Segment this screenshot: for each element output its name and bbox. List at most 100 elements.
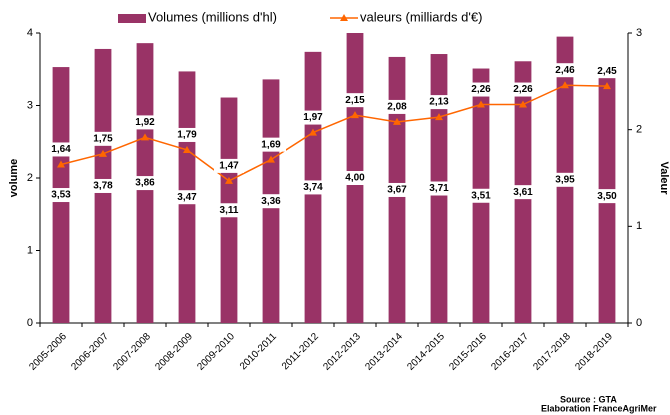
label-box <box>172 190 202 205</box>
y2-tick-label: 3 <box>636 27 642 39</box>
line-marker <box>393 117 401 125</box>
line-marker <box>435 113 443 121</box>
line-marker <box>561 81 569 89</box>
x-tick-label: 2010-2011 <box>238 331 279 372</box>
line-marker <box>57 160 65 168</box>
data-label: 3,51 <box>471 190 491 201</box>
x-tick-label: 2012-2013 <box>321 331 363 373</box>
x-tick-label: 2014-2015 <box>405 331 447 373</box>
data-label: 3,95 <box>555 174 575 185</box>
data-label: 3,50 <box>597 191 617 202</box>
label-box <box>592 64 622 79</box>
y2-axis-label: Valeur <box>658 161 670 195</box>
legend-label: Volumes (millions d'hl) <box>148 9 277 24</box>
legend-label: valeurs (milliards d'€) <box>360 9 482 24</box>
data-label: 2,26 <box>513 84 533 95</box>
source-note: Source : GTA <box>560 394 617 404</box>
data-label: 3,86 <box>135 178 155 189</box>
data-label: 3,67 <box>387 185 407 196</box>
line-marker <box>603 82 611 90</box>
data-label: 3,11 <box>220 205 239 216</box>
data-label: 1,97 <box>303 112 323 123</box>
label-box <box>46 142 76 157</box>
label-box <box>88 131 118 146</box>
label-box <box>130 115 160 130</box>
label-box <box>508 82 538 97</box>
data-label: 2,08 <box>387 102 407 113</box>
y2-tick-label: 1 <box>636 220 642 232</box>
label-box <box>172 127 202 142</box>
label-box <box>256 137 286 152</box>
label-box <box>382 99 412 114</box>
data-label: 3,74 <box>303 182 323 193</box>
legend-swatch <box>118 14 146 23</box>
x-tick-label: 2015-2016 <box>447 331 489 373</box>
label-box <box>466 188 496 203</box>
x-tick-label: 2013-2014 <box>363 331 405 373</box>
data-label: 2,46 <box>555 65 575 76</box>
data-label: 1,69 <box>261 139 281 150</box>
y-tick-label: 0 <box>27 317 33 329</box>
label-box <box>340 171 370 185</box>
data-label: 1,79 <box>177 130 197 141</box>
data-label: 2,15 <box>345 95 365 106</box>
data-label: 2,13 <box>429 97 449 108</box>
label-box <box>214 158 244 173</box>
y-tick-label: 1 <box>27 244 33 256</box>
line-marker <box>267 155 275 163</box>
legend-swatch <box>340 14 348 21</box>
data-label: 1,75 <box>93 133 113 144</box>
x-tick-label: 2008-2009 <box>153 331 195 373</box>
line-marker <box>309 128 317 136</box>
line-marker <box>519 100 527 108</box>
label-box <box>88 178 118 193</box>
value-line <box>60 84 608 182</box>
data-label: 1,47 <box>219 161 239 172</box>
x-tick-label: 2007-2008 <box>111 331 153 373</box>
line-marker <box>99 149 107 157</box>
data-label: 2,45 <box>597 66 617 77</box>
data-label: 3,71 <box>429 183 449 194</box>
data-label: 4,00 <box>345 173 365 184</box>
label-box <box>130 176 160 191</box>
label-box <box>550 172 580 187</box>
data-label: 2,26 <box>471 84 491 95</box>
label-box <box>46 188 76 203</box>
label-box <box>382 182 412 197</box>
line-marker <box>183 145 191 153</box>
line-marker <box>351 111 359 119</box>
label-box <box>298 180 328 195</box>
label-box <box>298 110 328 125</box>
y2-tick-label: 0 <box>636 317 642 329</box>
source-note: Elaboration FranceAgriMer <box>541 403 657 413</box>
x-tick-label: 2006-2007 <box>69 331 111 373</box>
label-box <box>466 82 496 97</box>
x-tick-label: 2016-2017 <box>489 331 531 373</box>
line-marker <box>477 100 485 108</box>
y2-tick-label: 2 <box>636 124 642 136</box>
label-box <box>550 63 580 78</box>
label-box <box>508 185 538 200</box>
label-box <box>214 203 244 218</box>
data-label: 3,36 <box>261 196 281 207</box>
x-tick-label: 2011-2012 <box>280 331 321 372</box>
line-marker <box>225 176 233 184</box>
x-tick-label: 2018-2019 <box>573 331 615 373</box>
label-box <box>592 189 622 204</box>
data-label: 1,92 <box>135 117 155 128</box>
x-tick-label: 2005-2006 <box>27 331 69 373</box>
y-tick-label: 4 <box>27 27 33 39</box>
x-tick-label: 2017-2018 <box>531 331 573 373</box>
label-box <box>424 95 454 110</box>
y-tick-label: 2 <box>27 172 33 184</box>
label-box <box>424 181 454 196</box>
data-label: 3,61 <box>513 187 533 198</box>
line-marker <box>141 133 149 141</box>
data-label: 3,47 <box>177 192 197 203</box>
label-box <box>256 194 286 209</box>
data-label: 3,53 <box>51 190 71 201</box>
x-tick-label: 2009-2010 <box>195 331 237 373</box>
y-axis-label: volume <box>8 159 20 198</box>
data-label: 1,64 <box>51 144 71 155</box>
